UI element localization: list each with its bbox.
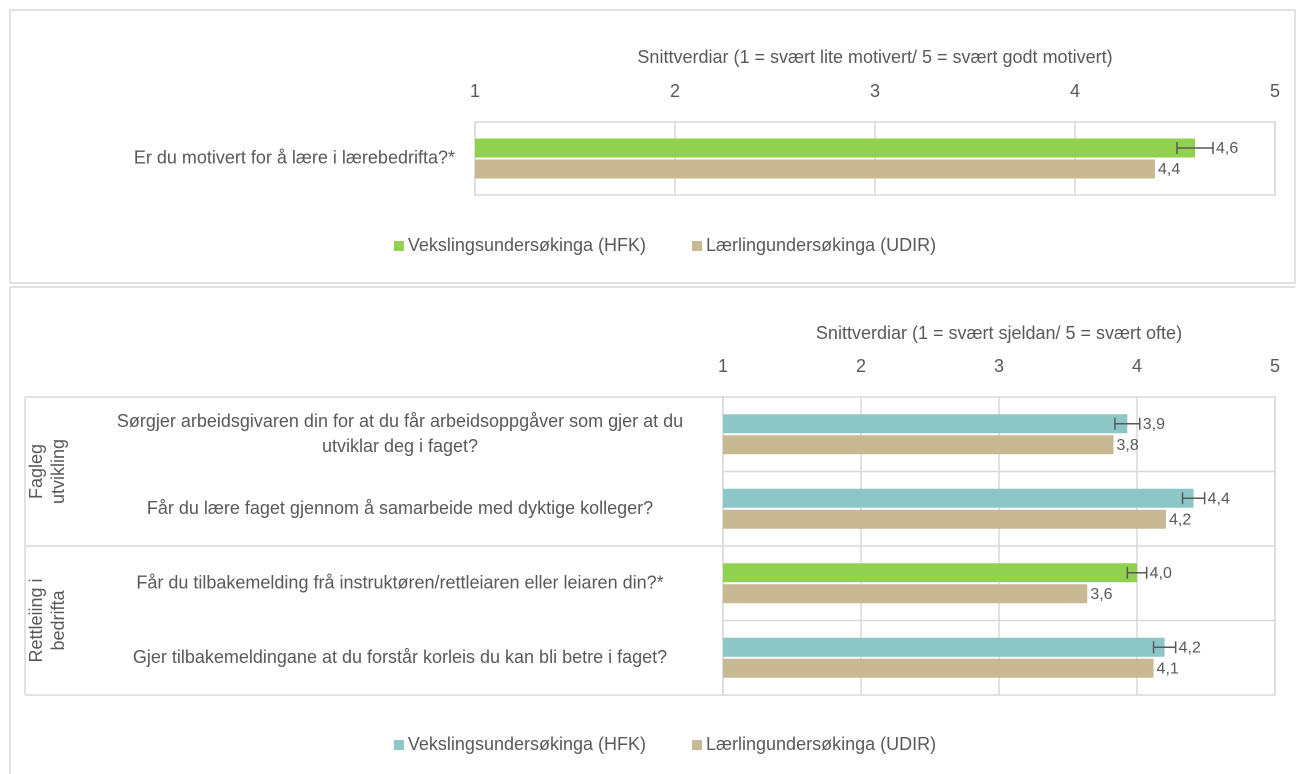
panel-border — [9, 9, 1296, 284]
value-label: 4,0 — [1150, 565, 1172, 582]
legend-swatch — [692, 241, 703, 251]
x-tick-label: 1 — [718, 356, 728, 376]
legend-label: Lærlingundersøkinga (UDIR) — [706, 734, 936, 754]
value-label: 4,4 — [1158, 161, 1180, 178]
axis-title: Snittverdiar (1 = svært sjeldan/ 5 = svæ… — [816, 323, 1182, 343]
x-tick-label: 3 — [870, 81, 880, 101]
legend-label: Vekslingsundersøkinga (HFK) — [408, 235, 646, 255]
x-tick-label: 3 — [994, 356, 1004, 376]
bar — [475, 138, 1195, 158]
bar — [723, 414, 1128, 434]
legend: Vekslingsundersøkinga (HFK) Lærlingunders… — [393, 235, 936, 255]
legend-label: Lærlingundersøkinga (UDIR) — [706, 235, 936, 255]
legend-swatch — [393, 241, 404, 251]
error-bar — [1152, 641, 1177, 654]
value-label: 4,2 — [1179, 639, 1201, 656]
bar — [475, 159, 1155, 179]
value-label: 3,9 — [1143, 416, 1165, 433]
category-label: Får du lære faget gjennom å samarbeide m… — [147, 498, 653, 518]
category-label: Gjer tilbakemeldingane at du forstår kor… — [133, 647, 667, 667]
error-bar — [1176, 142, 1214, 154]
x-tick-label: 2 — [670, 81, 680, 101]
error-bar — [1181, 492, 1206, 505]
error-bar — [1114, 417, 1141, 430]
value-label: 3,6 — [1090, 586, 1112, 603]
bar — [723, 563, 1137, 583]
bar — [723, 637, 1165, 657]
legend-swatch — [692, 740, 703, 750]
value-label: 3,8 — [1117, 437, 1139, 454]
x-tick-label: 2 — [856, 356, 866, 376]
category-label: Er du motivert for å lære i lærebedrifta… — [134, 147, 455, 167]
x-tick-label: 4 — [1070, 81, 1080, 101]
bar — [723, 509, 1166, 529]
group-label: Fagleg utvikling — [26, 439, 68, 504]
x-tick-label: 5 — [1270, 81, 1280, 101]
x-tick-label: 4 — [1132, 356, 1142, 376]
bar — [723, 584, 1088, 604]
plot-border — [474, 121, 1276, 196]
value-label: 4,1 — [1157, 660, 1179, 677]
legend-label: Vekslingsundersøkinga (HFK) — [408, 734, 646, 754]
value-label: 4,4 — [1208, 490, 1230, 507]
x-tick-label: 1 — [470, 81, 480, 101]
value-label: 4,6 — [1216, 140, 1238, 157]
axis-title: Snittverdiar (1 = svært lite motivert/ 5… — [637, 47, 1112, 67]
legend: Vekslingsundersøkinga (HFK) Lærlingunders… — [393, 734, 936, 754]
value-label: 4,2 — [1169, 511, 1191, 528]
bar — [723, 488, 1194, 508]
error-bar — [1126, 566, 1148, 579]
group-label: Rettleiing i bedrifta — [26, 578, 68, 662]
bar — [723, 435, 1114, 455]
bar — [723, 658, 1154, 678]
category-label: Får du tilbakemelding frå instruktøren/r… — [136, 572, 663, 592]
legend-swatch — [393, 740, 404, 750]
x-tick-label: 5 — [1270, 356, 1280, 376]
category-label: Sørgjer arbeidsgivaren din for at du får… — [117, 411, 683, 456]
